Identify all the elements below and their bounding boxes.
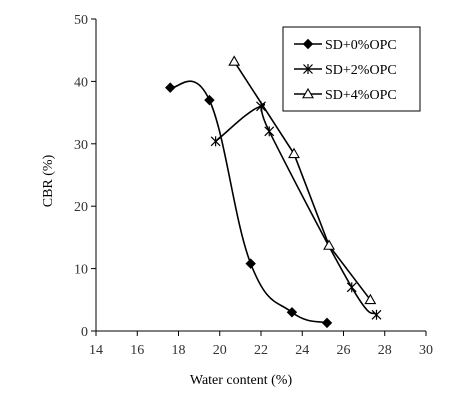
x-tick-label-5: 24 xyxy=(295,343,309,358)
x-tick-label-4: 22 xyxy=(254,343,268,358)
y-axis-title: CBR (%) xyxy=(41,154,56,207)
y-tick-label-4: 40 xyxy=(74,75,88,90)
legend: SD+0%OPC SD+2%OPC SD+4%OPC xyxy=(282,26,421,112)
series-1 xyxy=(210,101,382,320)
x-tick-label-0: 14 xyxy=(89,343,103,358)
series-0-point-4 xyxy=(321,317,333,329)
series-2 xyxy=(228,55,377,305)
y-tick-label-5: 50 xyxy=(74,13,88,28)
y-tick-label-0: 0 xyxy=(81,325,88,340)
series-1-point-3 xyxy=(346,282,357,293)
series-0-point-3 xyxy=(286,307,298,318)
x-tick-label-1: 16 xyxy=(130,343,144,358)
x-tick-label-2: 18 xyxy=(172,343,186,358)
series-0-line xyxy=(170,80,328,324)
legend-label-2: SD+4%OPC xyxy=(325,88,397,103)
series-1-line xyxy=(215,103,378,316)
x-tick-label-7: 28 xyxy=(378,343,392,358)
series-0-point-0 xyxy=(165,82,176,93)
series-2-point-1 xyxy=(288,147,300,159)
series-0 xyxy=(165,80,333,329)
series-2-point-0 xyxy=(228,55,241,66)
series-layer xyxy=(165,55,382,329)
series-1-point-2 xyxy=(264,126,275,137)
legend-label-0: SD+0%OPC xyxy=(325,38,397,53)
axes: 14 16 18 20 22 24 26 28 30 0 10 20 30 40 50 xyxy=(74,13,433,358)
x-tick-label-8: 30 xyxy=(419,343,433,358)
legend-marker-0 xyxy=(302,38,314,50)
x-tick-label-6: 26 xyxy=(337,343,351,358)
legend-marker-1 xyxy=(303,64,313,74)
legend-marker-2 xyxy=(302,87,314,99)
series-1-point-0 xyxy=(210,136,221,147)
series-0-point-1 xyxy=(204,94,215,106)
x-tick-label-3: 20 xyxy=(213,343,227,358)
y-tick-label-1: 10 xyxy=(74,263,88,278)
series-2-point-2 xyxy=(323,239,336,250)
legend-label-1: SD+2%OPC xyxy=(325,63,397,78)
y-tick-label-3: 30 xyxy=(74,138,88,153)
series-2-point-3 xyxy=(364,293,377,305)
series-0-point-2 xyxy=(245,258,256,269)
x-axis-title: Water content (%) xyxy=(190,373,293,388)
series-2-line xyxy=(233,60,371,301)
series-1-point-4 xyxy=(371,309,382,320)
y-tick-label-2: 20 xyxy=(74,200,88,215)
